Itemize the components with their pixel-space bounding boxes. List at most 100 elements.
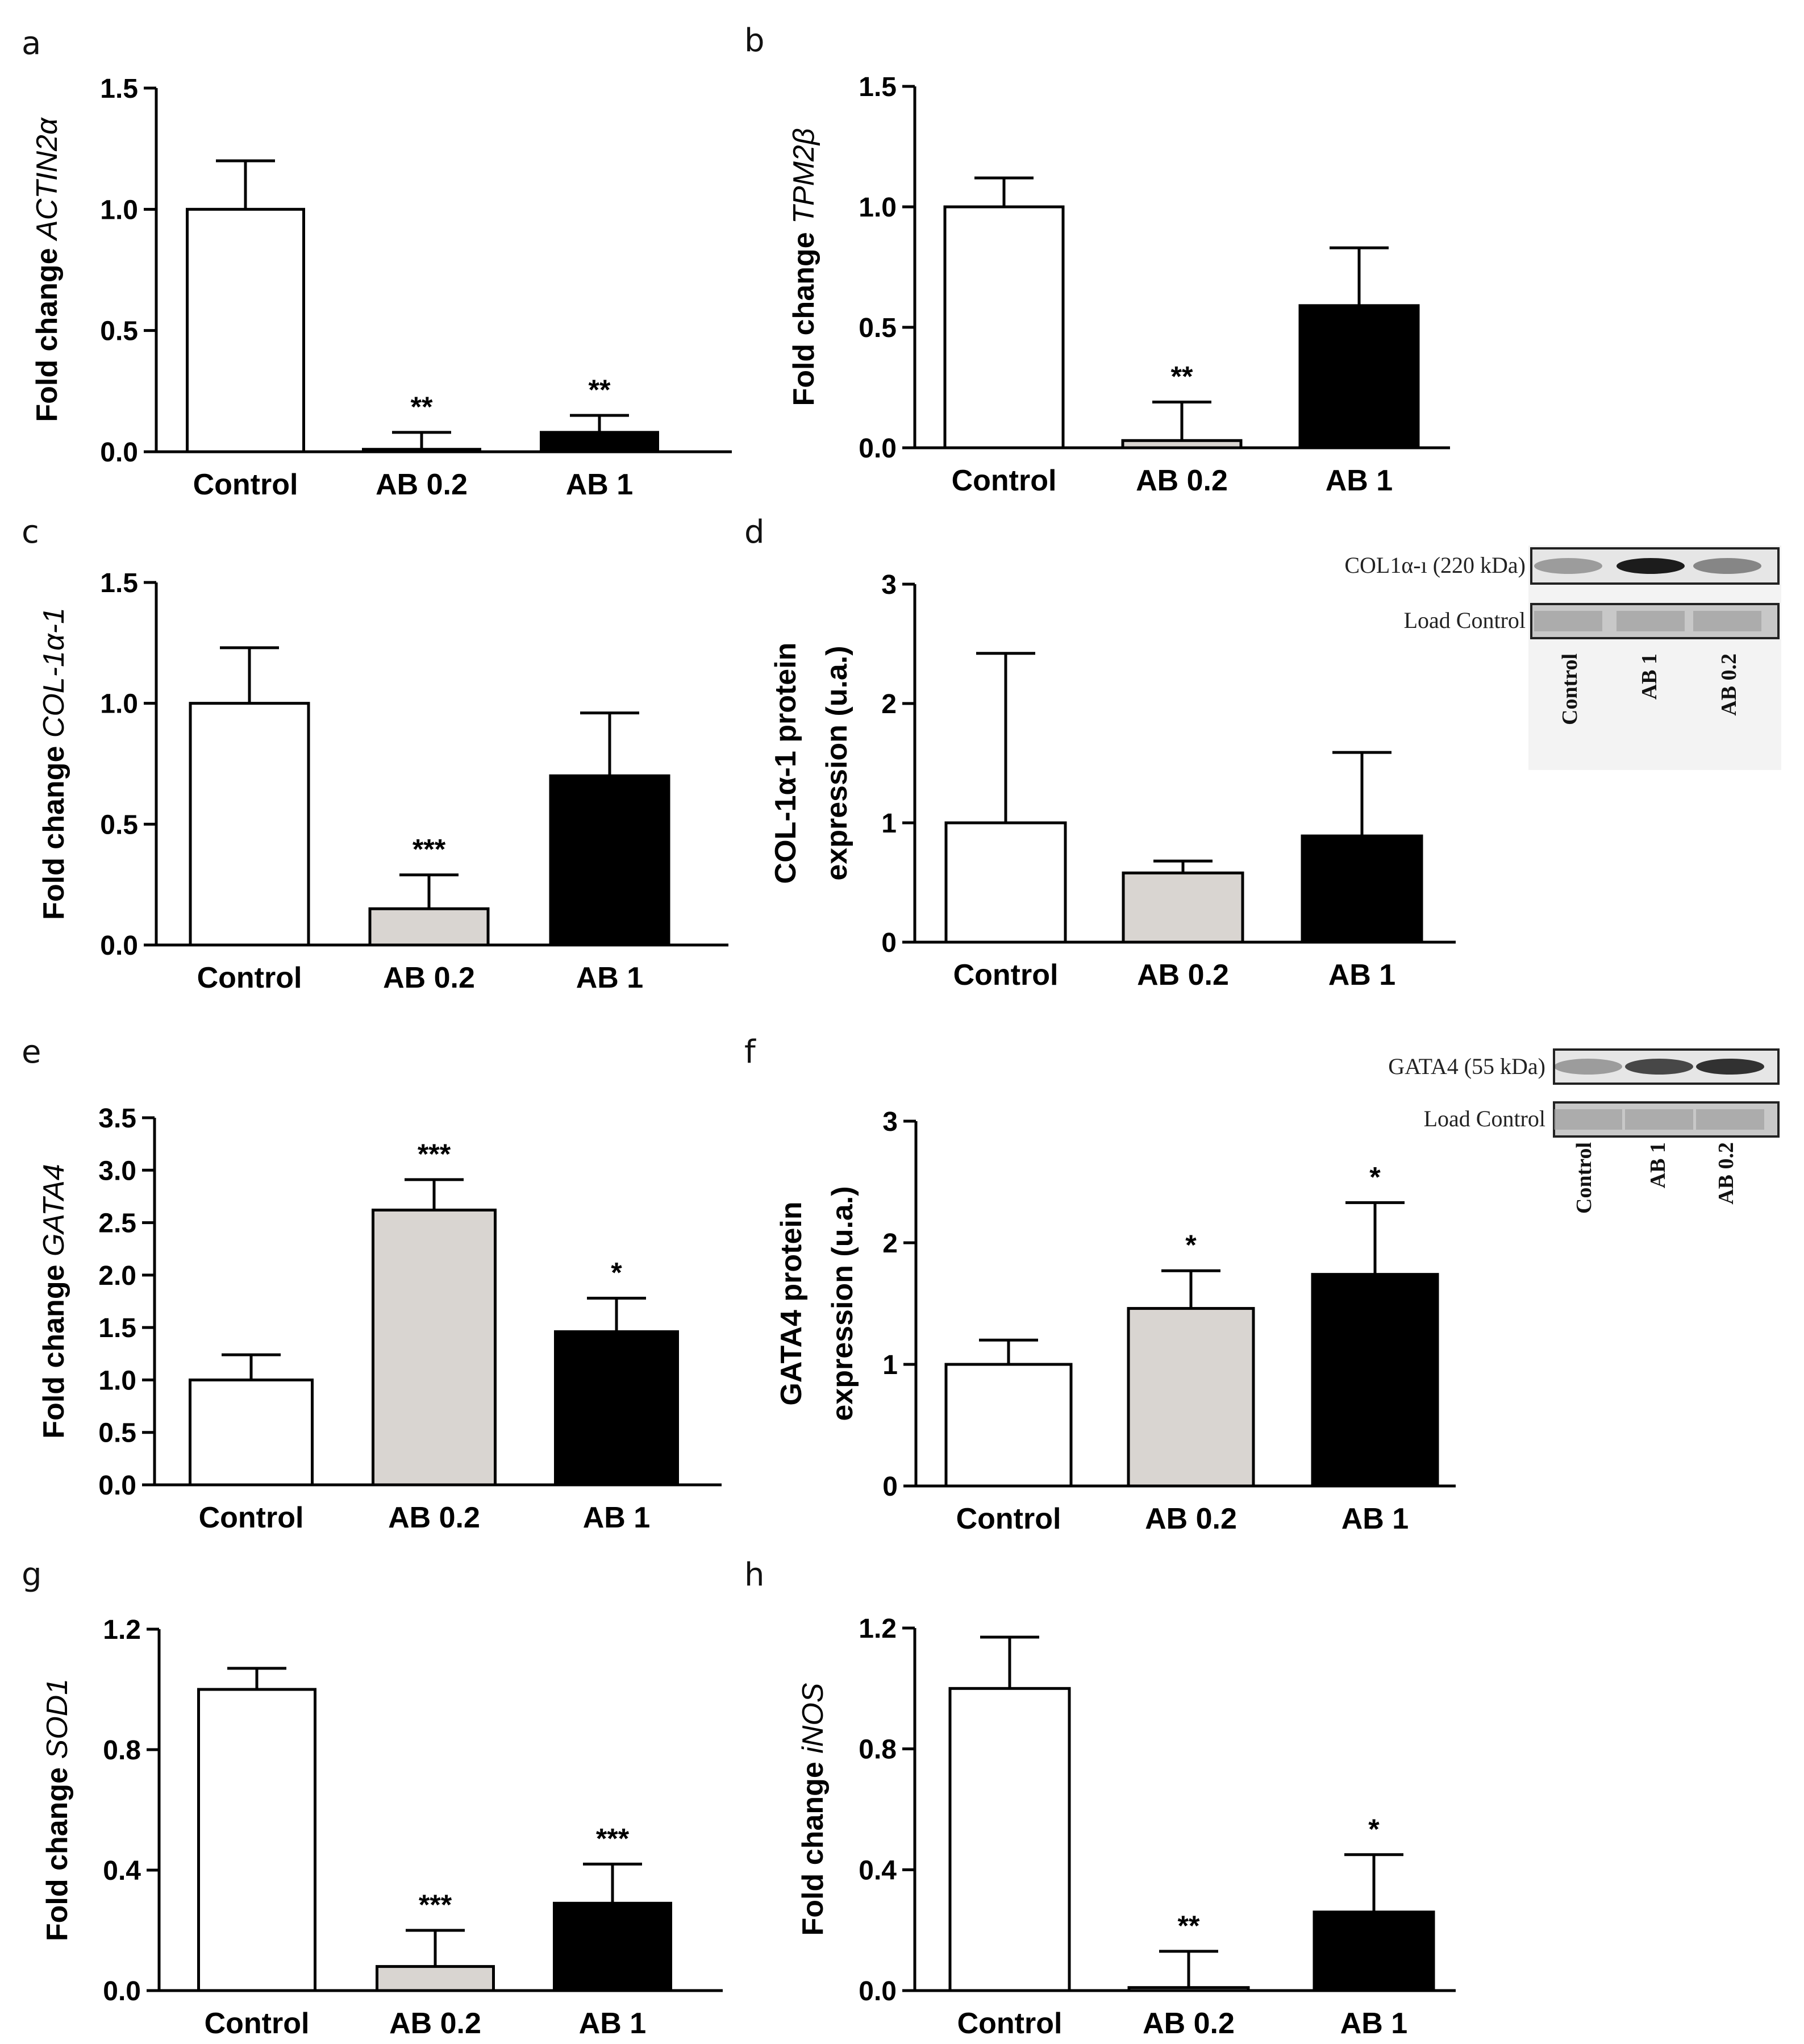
panel-letter: e [22,1034,41,1071]
panel-letter: h [744,1556,765,1593]
category-label: AB 1 [579,2007,646,2040]
bar-ab-0-2 [362,448,481,453]
y-axis-title: Fold change ACTIN2α [31,117,64,422]
y-tick-label: 1.5 [100,568,138,598]
load-control-band [1696,1109,1764,1130]
y-tick-label: 0.5 [100,317,138,347]
category-label: Control [193,468,298,501]
bar-ab-0-2 [1121,439,1243,449]
y-tick-label: 0.5 [100,810,138,840]
y-axis-title: expression (u.a.) [826,1186,859,1421]
significance-marker: * [1369,1161,1381,1193]
panel-e: e 0.0 0.5 1.0 1.5 2.0 2.5 3.0 3.5 Fold change GAT… [22,1034,722,1534]
category-label: AB 0.2 [1145,1502,1237,1535]
blot-band [1625,1059,1693,1075]
y-tick-label: 1.0 [100,689,138,719]
y-axis-title-gene: TPM2β [788,128,820,223]
significance-marker: *** [413,834,446,865]
y-axis-title-prefix: Fold change [797,1754,830,1936]
y-tick-label: 1.2 [859,1614,897,1644]
panel-letter: b [744,22,765,59]
bar-control [944,1363,1073,1488]
y-tick-label: 1.5 [100,74,138,104]
y-axis-title: expression (u.a.) [820,646,853,880]
load-control-band [1625,1109,1693,1130]
bar-ab-1 [1311,1273,1439,1488]
blot-band [1696,1059,1764,1075]
bar-ab-0-2 [1127,1986,1250,1992]
y-tick-label: 2.5 [98,1209,136,1239]
y-axis-title: Fold change iNOS [797,1683,830,1935]
y-tick-label: 0.0 [859,434,897,464]
bar-ab-0-2 [368,907,490,947]
y-tick-label: 2 [881,689,897,719]
panel-a: a 0.0 0.5 1.0 1.5 Fold change ACTIN2α Control *… [22,25,732,501]
y-tick-label: 0 [881,928,897,958]
panel-letter: c [22,514,39,551]
y-tick-label: 0 [882,1472,898,1502]
significance-marker: ** [589,374,611,406]
panel-letter: g [22,1556,42,1593]
y-tick-label: 0.0 [100,931,138,961]
bar-control [189,1378,314,1487]
western-blot-inset: COL1α-ı (220 kDa) Load Control Control AB 1… [1344,546,1781,770]
y-tick-label: 1 [882,1350,898,1380]
bar-control [186,207,305,453]
y-tick-label: 0.8 [103,1735,141,1766]
category-label: AB 0.2 [383,961,475,994]
y-axis-title-prefix: Fold change [41,1759,74,1941]
panel-f: f 0 1 2 3 GATA4 protein expression (u.a.) Contr… [744,1034,1780,1535]
bar-ab-0-2 [376,1965,495,1992]
category-label: Control [199,1501,304,1534]
western-blot-inset: GATA4 (55 kDa) Load Control Control AB 1 AB … [1388,1048,1780,1214]
y-axis-title: Fold change TPM2β [788,128,820,406]
bar-control [944,821,1067,944]
y-tick-label: 1.5 [859,72,897,102]
significance-marker: * [611,1256,622,1288]
y-axis-title-prefix: Fold change [31,240,64,422]
panel-g: g 0.0 0.4 0.8 1.2 Fold change SOD1 Control *** A… [22,1556,723,2040]
load-control-band [1554,1109,1622,1130]
y-axis-title-gene: COL-1α-1 [38,607,70,738]
bar-ab-1 [553,1901,672,1992]
category-label: Control [197,961,302,994]
blot-lane-label: AB 0.2 [1717,653,1741,716]
panel-c: c 0.0 0.5 1.0 1.5 Fold change COL-1α-1 Control… [22,514,728,994]
y-axis-title: GATA4 protein [775,1201,808,1405]
bar-ab-0-2 [1122,871,1244,944]
y-tick-label: 2.0 [98,1261,136,1291]
blot-lane-label: Control [1558,653,1582,725]
bar-control [189,702,310,947]
blot-load-label: Load Control [1404,607,1526,633]
y-tick-label: 3.0 [98,1156,136,1186]
blot-band [1554,1059,1622,1075]
y-tick-label: 0.4 [859,1855,897,1885]
y-tick-label: 3 [881,570,897,600]
y-tick-label: 2 [882,1229,898,1259]
blot-band-label: COL1α-ı (220 kDa) [1344,552,1526,578]
y-axis-title-gene: SOD1 [41,1679,74,1759]
bar-control [943,205,1065,449]
blot-lane-label: AB 1 [1638,653,1661,700]
significance-marker: * [1185,1229,1197,1261]
y-axis-title-prefix: Fold change [788,224,820,406]
category-label: AB 1 [566,468,633,501]
bar-ab-1 [540,431,659,453]
bar-ab-0-2 [1127,1307,1255,1488]
category-label: Control [205,2007,310,2040]
category-label: AB 0.2 [1143,2007,1235,2040]
panel-letter: d [744,514,765,551]
y-axis-title-gene: GATA4 [38,1164,70,1256]
y-tick-label: 1.0 [859,193,897,223]
significance-marker: *** [419,1889,452,1921]
y-tick-label: 0.0 [859,1976,897,2006]
y-axis-title-prefix: Fold change [38,1256,70,1439]
category-label: AB 1 [576,961,643,994]
load-control-band [1534,611,1602,631]
category-label: Control [952,464,1057,497]
blot-band-label: GATA4 (55 kDa) [1388,1054,1545,1079]
bar-ab-1 [1298,304,1420,449]
significance-marker: ** [1171,360,1193,392]
panel-d: d 0 1 2 3 COL-1α-1 protein expression (u.a.) Co… [744,514,1781,992]
